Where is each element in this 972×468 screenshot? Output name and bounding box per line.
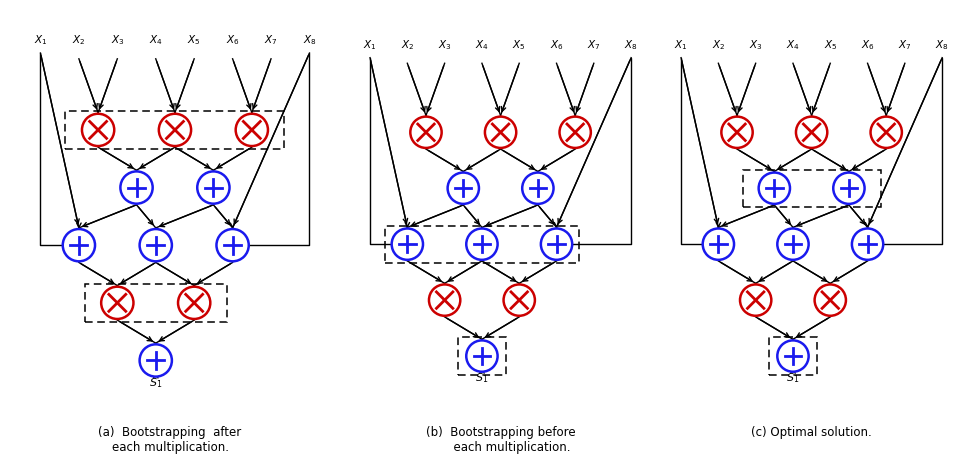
Text: $X_{4}$: $X_{4}$ xyxy=(786,38,800,52)
Bar xyxy=(385,226,579,263)
Text: $X_{8}$: $X_{8}$ xyxy=(624,38,638,52)
Ellipse shape xyxy=(778,340,809,372)
Text: $X_{8}$: $X_{8}$ xyxy=(302,34,316,47)
Bar xyxy=(769,337,817,375)
Ellipse shape xyxy=(560,117,591,148)
Ellipse shape xyxy=(721,117,752,148)
Text: $X_{7}$: $X_{7}$ xyxy=(898,38,912,52)
Text: $S_1$: $S_1$ xyxy=(475,371,489,385)
Text: $X_{2}$: $X_{2}$ xyxy=(712,38,725,52)
Ellipse shape xyxy=(158,114,191,146)
Text: $X_{2}$: $X_{2}$ xyxy=(72,34,86,47)
Ellipse shape xyxy=(740,285,772,316)
Ellipse shape xyxy=(540,228,573,260)
Ellipse shape xyxy=(522,173,553,204)
Text: $X_{4}$: $X_{4}$ xyxy=(475,38,489,52)
Text: $X_{7}$: $X_{7}$ xyxy=(264,34,278,47)
Ellipse shape xyxy=(410,117,441,148)
Text: (c) Optimal solution.: (c) Optimal solution. xyxy=(751,426,872,439)
Bar xyxy=(458,337,506,375)
Ellipse shape xyxy=(703,228,734,260)
Ellipse shape xyxy=(63,229,95,261)
Ellipse shape xyxy=(178,287,210,319)
Text: $X_{6}$: $X_{6}$ xyxy=(550,38,564,52)
Ellipse shape xyxy=(82,114,115,146)
Text: $S_1$: $S_1$ xyxy=(786,371,800,385)
Ellipse shape xyxy=(759,173,790,204)
Ellipse shape xyxy=(467,340,498,372)
Text: $X_{8}$: $X_{8}$ xyxy=(935,38,949,52)
Text: $X_{6}$: $X_{6}$ xyxy=(226,34,239,47)
Ellipse shape xyxy=(871,117,902,148)
Ellipse shape xyxy=(392,228,423,260)
Ellipse shape xyxy=(429,285,461,316)
Ellipse shape xyxy=(778,228,809,260)
Ellipse shape xyxy=(503,285,535,316)
Text: $X_{4}$: $X_{4}$ xyxy=(149,34,162,47)
Ellipse shape xyxy=(448,173,479,204)
Bar xyxy=(85,284,226,322)
Text: (a)  Bootstrapping  after
each multiplication.: (a) Bootstrapping after each multiplicat… xyxy=(98,426,242,454)
Text: $X_{1}$: $X_{1}$ xyxy=(34,34,48,47)
Ellipse shape xyxy=(235,114,268,146)
Ellipse shape xyxy=(815,285,846,316)
Ellipse shape xyxy=(467,228,498,260)
Ellipse shape xyxy=(140,344,172,377)
Ellipse shape xyxy=(485,117,516,148)
Text: $X_{2}$: $X_{2}$ xyxy=(400,38,414,52)
Ellipse shape xyxy=(197,171,229,204)
Ellipse shape xyxy=(140,229,172,261)
Ellipse shape xyxy=(796,117,827,148)
Text: $X_{6}$: $X_{6}$ xyxy=(861,38,875,52)
Ellipse shape xyxy=(101,287,133,319)
Ellipse shape xyxy=(833,173,864,204)
Text: $X_{5}$: $X_{5}$ xyxy=(512,38,526,52)
Ellipse shape xyxy=(851,228,884,260)
Text: $X_{7}$: $X_{7}$ xyxy=(587,38,601,52)
Text: (b)  Bootstrapping before
      each multiplication.: (b) Bootstrapping before each multiplica… xyxy=(426,426,575,454)
Bar xyxy=(65,111,285,149)
Ellipse shape xyxy=(121,171,153,204)
Text: $X_{1}$: $X_{1}$ xyxy=(675,38,688,52)
Ellipse shape xyxy=(217,229,249,261)
Text: $X_{3}$: $X_{3}$ xyxy=(748,38,762,52)
Text: $S_1$: $S_1$ xyxy=(149,376,162,390)
Text: $X_{3}$: $X_{3}$ xyxy=(111,34,124,47)
Text: $X_{5}$: $X_{5}$ xyxy=(188,34,201,47)
Text: $X_{5}$: $X_{5}$ xyxy=(823,38,837,52)
Text: $X_{3}$: $X_{3}$ xyxy=(437,38,451,52)
Text: $X_{1}$: $X_{1}$ xyxy=(364,38,377,52)
Bar xyxy=(743,169,881,207)
